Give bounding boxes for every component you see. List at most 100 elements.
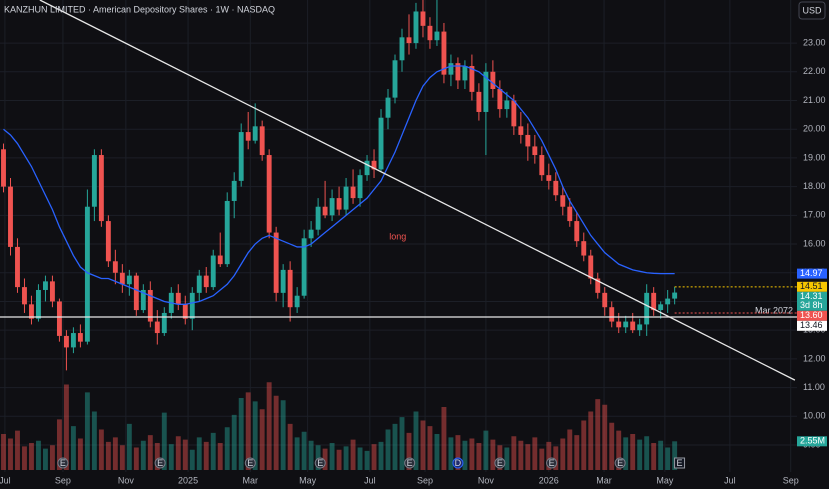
event-marker[interactable] — [614, 457, 626, 469]
candle-body — [294, 295, 300, 308]
volume-pane — [1, 382, 678, 470]
x-tick-label: Sep — [55, 475, 71, 485]
volume-bar — [294, 437, 300, 470]
volume-bar — [203, 441, 209, 470]
volume-bar — [658, 440, 664, 470]
x-tick-label: Jul — [0, 475, 11, 485]
candle-body — [210, 255, 216, 288]
y-tick-label: 22.00 — [803, 66, 826, 76]
candle-body — [490, 71, 496, 90]
candle-body — [602, 292, 608, 308]
event-marker[interactable] — [494, 457, 506, 469]
x-tick-label: 2026 — [539, 475, 559, 485]
volume-label-bg — [797, 436, 827, 447]
x-tick-label: Jul — [724, 475, 736, 485]
volume-bar — [567, 429, 573, 470]
event-marker[interactable] — [244, 457, 256, 469]
volume-bar — [525, 444, 531, 470]
price-label: 13.46 — [800, 320, 823, 330]
volume-bar — [77, 438, 83, 470]
candle-body — [161, 312, 167, 334]
price-label-bg — [797, 310, 827, 321]
volume-bar — [350, 439, 356, 470]
candle-body — [280, 269, 286, 293]
volume-bar — [420, 420, 426, 470]
candle-body — [98, 155, 104, 222]
volume-bar — [119, 445, 125, 470]
candle-body — [42, 281, 48, 290]
volume-label: 2.55M — [800, 436, 825, 446]
candle-body — [315, 206, 321, 230]
candle-body — [609, 307, 615, 322]
y-tick-label: 17.00 — [803, 210, 826, 220]
volume-bar — [154, 443, 160, 470]
volume-bar — [210, 432, 216, 470]
candle-body — [504, 100, 510, 110]
x-tick-label: May — [299, 475, 317, 485]
grid — [0, 0, 797, 472]
x-tick-label: Sep — [783, 475, 799, 485]
currency-button[interactable] — [798, 1, 826, 20]
candle-body — [434, 31, 440, 41]
event-marker[interactable] — [314, 457, 326, 469]
volume-bar — [315, 445, 321, 470]
x-tick-label: Nov — [118, 475, 135, 485]
volume-bar — [84, 392, 90, 470]
volume-bar — [581, 420, 587, 470]
candle-body — [588, 255, 594, 279]
volume-bar — [511, 436, 517, 470]
candle-body — [581, 241, 587, 256]
volume-bar — [399, 417, 405, 470]
event-marker[interactable] — [674, 457, 686, 469]
candle-body — [637, 324, 643, 331]
x-tick-label: Sep — [417, 475, 433, 485]
event-label: E — [407, 458, 413, 468]
event-label: E — [617, 458, 623, 468]
event-marker[interactable] — [57, 457, 69, 469]
candle-body — [546, 175, 552, 181]
volume-bar — [301, 431, 307, 470]
candle-body — [245, 132, 251, 141]
volume-bar — [217, 443, 223, 470]
volume-bar — [434, 434, 440, 470]
price-label-bg — [797, 320, 827, 331]
event-marker[interactable] — [452, 457, 464, 469]
volume-bar — [637, 439, 643, 470]
volume-bar — [112, 437, 118, 470]
event-marker[interactable] — [404, 457, 416, 469]
event-marker[interactable] — [546, 457, 558, 469]
candle-body — [525, 134, 531, 147]
candle-body — [147, 289, 153, 322]
volume-bar — [385, 429, 391, 470]
volume-bar — [588, 411, 594, 470]
volume-bar — [29, 443, 34, 470]
volume-bar — [329, 443, 335, 470]
volume-bar — [665, 447, 671, 470]
volume-bar — [490, 439, 496, 470]
candle-body — [357, 175, 363, 199]
candle-body — [308, 229, 314, 239]
volume-bar — [462, 440, 468, 470]
y-tick-label: 21.00 — [803, 95, 826, 105]
y-tick-label: 12.00 — [803, 353, 826, 363]
volume-bar — [469, 438, 475, 470]
candle-body — [392, 60, 398, 98]
volume-bar — [455, 435, 461, 470]
volume-bar — [224, 427, 230, 470]
candle-body — [8, 186, 13, 247]
event-label: E — [549, 458, 555, 468]
moving-average — [3, 65, 675, 305]
candle-body — [322, 206, 328, 216]
candle-body — [616, 321, 622, 328]
volume-bar — [161, 412, 167, 470]
volume-bar — [252, 401, 258, 470]
volume-bar — [259, 409, 265, 470]
event-marker[interactable] — [154, 457, 166, 469]
candle-body — [658, 304, 664, 311]
candle-body — [343, 186, 349, 210]
x-tick-label: Mar — [243, 475, 259, 485]
chart-title: KANZHUN LIMITED · American Depository Sh… — [4, 4, 275, 14]
currency-label: USD — [802, 5, 822, 15]
event-label: E — [677, 458, 683, 468]
volume-bar — [343, 446, 349, 470]
